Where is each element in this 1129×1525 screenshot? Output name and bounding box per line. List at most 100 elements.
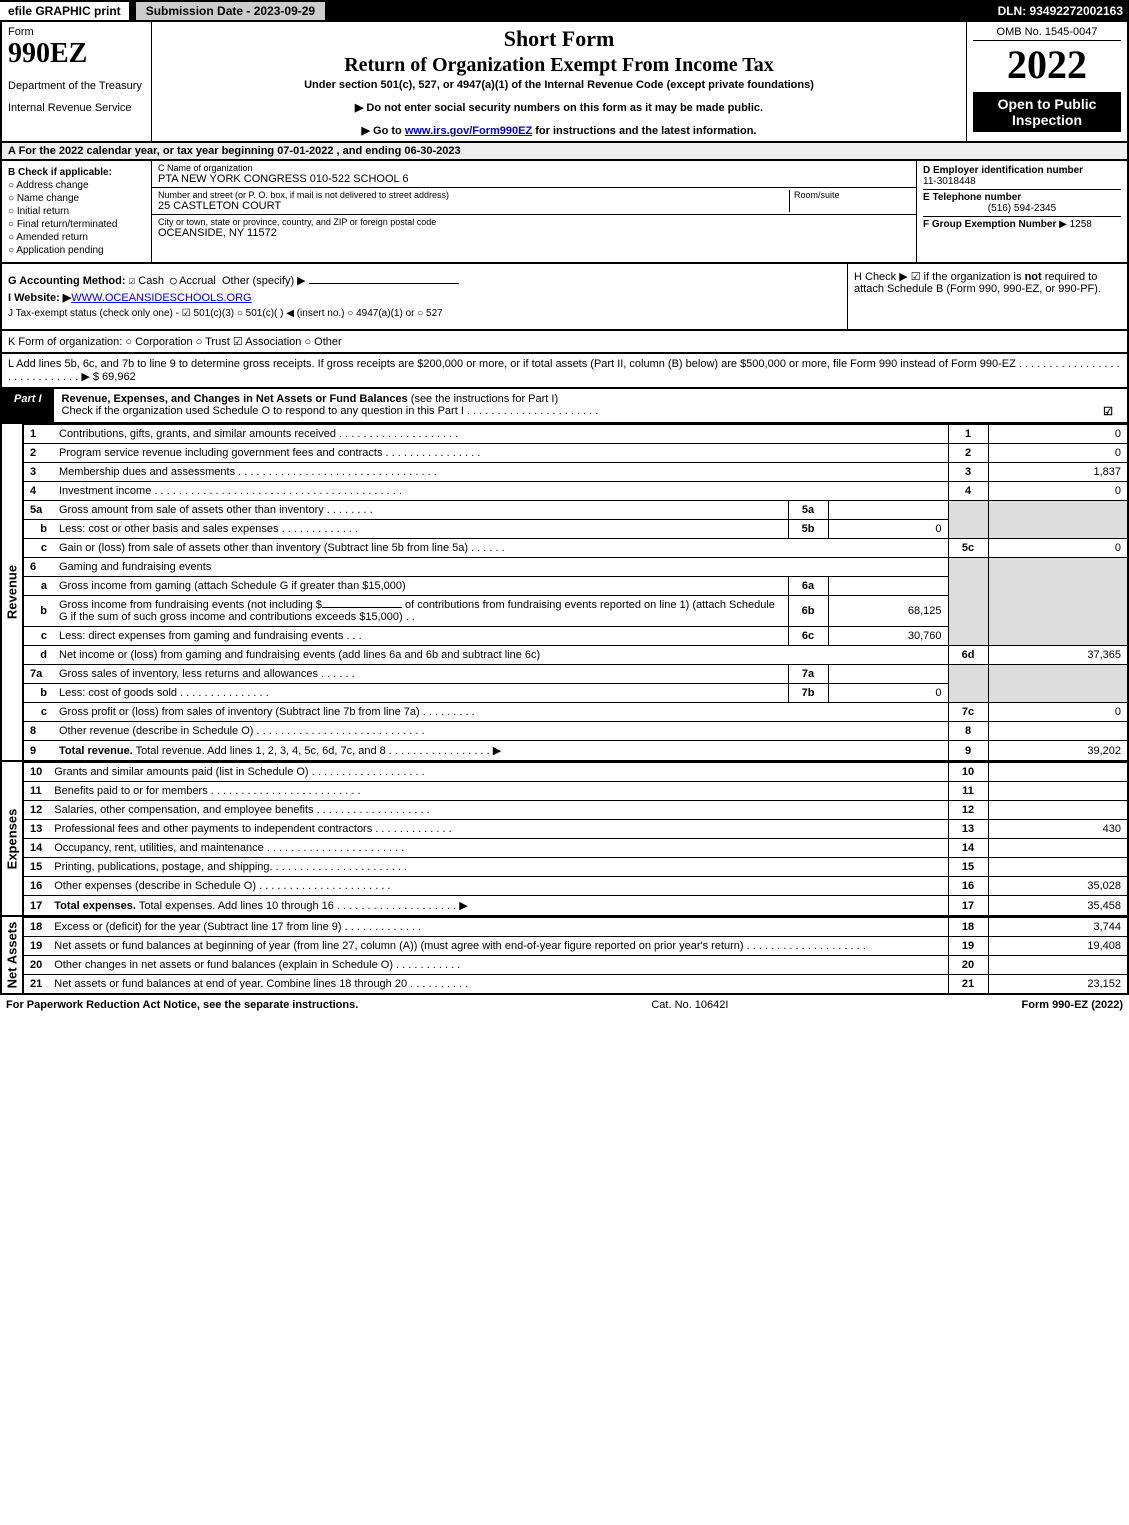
line-12: 12Salaries, other compensation, and empl… — [23, 801, 1128, 820]
line-2: 2Program service revenue including gover… — [23, 444, 1128, 463]
line-16: 16Other expenses (describe in Schedule O… — [23, 877, 1128, 896]
line-3: 3Membership dues and assessments . . . .… — [23, 463, 1128, 482]
street-label: Number and street (or P. O. box, if mail… — [158, 190, 785, 200]
tel-label: E Telephone number — [923, 192, 1021, 203]
chk-final-return[interactable]: ○ Final return/terminated — [8, 219, 145, 230]
form-number: 990EZ — [8, 38, 145, 70]
grp-label: F Group Exemption Number — [923, 219, 1056, 230]
expenses-label: Expenses — [5, 808, 20, 869]
header-left: Form 990EZ Department of the Treasury In… — [2, 22, 152, 141]
line-13: 13Professional fees and other payments t… — [23, 820, 1128, 839]
line-5c: cGain or (loss) from sale of assets othe… — [23, 539, 1128, 558]
chk-initial-return[interactable]: ○ Initial return — [8, 206, 145, 217]
city-label: City or town, state or province, country… — [158, 217, 910, 227]
topbar: efile GRAPHIC print Submission Date - 20… — [0, 0, 1129, 22]
form-header: Form 990EZ Department of the Treasury In… — [0, 22, 1129, 143]
short-form-title: Short Form — [158, 26, 960, 52]
org-name-label: C Name of organization — [158, 163, 910, 173]
header-right: OMB No. 1545-0047 2022 Open to Public In… — [967, 22, 1127, 141]
line-19: 19Net assets or fund balances at beginni… — [23, 937, 1128, 956]
page-footer: For Paperwork Reduction Act Notice, see … — [0, 995, 1129, 1015]
org-name: PTA NEW YORK CONGRESS 010-522 SCHOOL 6 — [158, 173, 910, 185]
h-not: not — [1025, 271, 1042, 283]
goto-post: for instructions and the latest informat… — [532, 125, 756, 137]
part1-tab: Part I — [2, 389, 54, 422]
col-gij: G Accounting Method: ☑ Cash ○ Accrual Ot… — [2, 264, 847, 329]
chk-accrual[interactable]: ○ — [170, 274, 177, 287]
netassets-label: Net Assets — [5, 922, 20, 989]
row-k: K Form of organization: ○ Corporation ○ … — [0, 331, 1129, 354]
chk-application-pending[interactable]: ○ Application pending — [8, 245, 145, 256]
line-11: 11Benefits paid to or for members . . . … — [23, 782, 1128, 801]
dln: DLN: 93492272002163 — [998, 4, 1129, 18]
row-g: G Accounting Method: ☑ Cash ○ Accrual Ot… — [8, 274, 841, 287]
line-1: 1Contributions, gifts, grants, and simil… — [23, 425, 1128, 444]
part1-check: Check if the organization used Schedule … — [62, 405, 599, 417]
part1-title: Revenue, Expenses, and Changes in Net As… — [54, 389, 1127, 422]
revenue-section: Revenue 1Contributions, gifts, grants, a… — [0, 424, 1129, 762]
street-row: Number and street (or P. O. box, if mail… — [152, 188, 916, 215]
website-link[interactable]: WWW.OCEANSIDESCHOOLS.ORG — [71, 292, 251, 304]
revenue-table: 1Contributions, gifts, grants, and simil… — [22, 424, 1129, 762]
h-text1: H Check ▶ ☑ if the organization is — [854, 271, 1025, 283]
omb-number: OMB No. 1545-0047 — [973, 26, 1121, 41]
row-j: J Tax-exempt status (check only one) - ☑… — [8, 308, 841, 319]
block-ghij: G Accounting Method: ☑ Cash ○ Accrual Ot… — [0, 264, 1129, 331]
line-21: 21Net assets or fund balances at end of … — [23, 975, 1128, 995]
room-label: Room/suite — [794, 190, 910, 200]
netassets-side: Net Assets — [0, 917, 22, 995]
submission-date: Submission Date - 2023-09-29 — [135, 1, 326, 21]
row-h: H Check ▶ ☑ if the organization is not r… — [847, 264, 1127, 329]
grp-val: ▶ 1258 — [1059, 219, 1092, 230]
row-l: L Add lines 5b, 6c, and 7b to line 9 to … — [0, 354, 1129, 389]
under-section: Under section 501(c), 527, or 4947(a)(1)… — [158, 79, 960, 91]
expenses-table: 10Grants and similar amounts paid (list … — [22, 762, 1129, 917]
other-input[interactable] — [309, 283, 459, 284]
chk-cash[interactable]: ☑ — [129, 274, 136, 287]
line-7a: 7aGross sales of inventory, less returns… — [23, 665, 1128, 684]
goto-pre: ▶ Go to — [362, 125, 405, 137]
efile-print[interactable]: efile GRAPHIC print — [0, 2, 129, 20]
irs-link[interactable]: www.irs.gov/Form990EZ — [405, 125, 532, 137]
line-15: 15Printing, publications, postage, and s… — [23, 858, 1128, 877]
chk-amended-return[interactable]: ○ Amended return — [8, 232, 145, 243]
box-b-title: B Check if applicable: — [8, 167, 145, 178]
part1-tick[interactable]: ☑ — [1103, 405, 1113, 418]
line-14: 14Occupancy, rent, utilities, and mainte… — [23, 839, 1128, 858]
line-18: 18Excess or (deficit) for the year (Subt… — [23, 918, 1128, 937]
row-a-calendar: A For the 2022 calendar year, or tax yea… — [0, 143, 1129, 161]
row-l-val: 69,962 — [102, 371, 136, 383]
block-bcd: B Check if applicable: ○ Address change … — [0, 161, 1129, 264]
expenses-section: Expenses 10Grants and similar amounts pa… — [0, 762, 1129, 917]
org-name-row: C Name of organization PTA NEW YORK CONG… — [152, 161, 916, 188]
part1-header: Part I Revenue, Expenses, and Changes in… — [0, 389, 1129, 424]
cat-no: Cat. No. 10642I — [358, 999, 1021, 1011]
dept-treasury: Department of the Treasury — [8, 80, 145, 92]
box-d: D Employer identification number 11-3018… — [917, 161, 1127, 262]
box-c: C Name of organization PTA NEW YORK CONG… — [152, 161, 917, 262]
line-8: 8Other revenue (describe in Schedule O) … — [23, 722, 1128, 741]
main-title: Return of Organization Exempt From Incom… — [158, 54, 960, 77]
other-specify: Other (specify) ▶ — [222, 275, 306, 287]
tel-block: E Telephone number (516) 594-2345 — [923, 190, 1121, 217]
chk-name-change[interactable]: ○ Name change — [8, 193, 145, 204]
row-i: I Website: ▶WWW.OCEANSIDESCHOOLS.ORG — [8, 291, 841, 304]
row-l-text: L Add lines 5b, 6c, and 7b to line 9 to … — [8, 358, 1120, 383]
open-to-public: Open to Public Inspection — [973, 92, 1121, 132]
irs-label: Internal Revenue Service — [8, 102, 145, 114]
street-val: 25 CASTLETON COURT — [158, 200, 785, 212]
line-6d: dNet income or (loss) from gaming and fu… — [23, 646, 1128, 665]
chk-address-change[interactable]: ○ Address change — [8, 180, 145, 191]
line-4: 4Investment income . . . . . . . . . . .… — [23, 482, 1128, 501]
ein-val: 11-3018448 — [923, 176, 976, 187]
form-label: Form — [8, 26, 145, 38]
header-center: Short Form Return of Organization Exempt… — [152, 22, 967, 141]
paperwork-notice: For Paperwork Reduction Act Notice, see … — [6, 999, 358, 1011]
ein-block: D Employer identification number 11-3018… — [923, 163, 1121, 190]
line-7c: cGross profit or (loss) from sales of in… — [23, 703, 1128, 722]
netassets-table: 18Excess or (deficit) for the year (Subt… — [22, 917, 1129, 995]
netassets-section: Net Assets 18Excess or (deficit) for the… — [0, 917, 1129, 995]
grp-block: F Group Exemption Number ▶ 1258 — [923, 217, 1121, 232]
goto-note: ▶ Go to www.irs.gov/Form990EZ for instru… — [158, 124, 960, 137]
line-17: 17Total expenses. Total expenses. Add li… — [23, 896, 1128, 917]
